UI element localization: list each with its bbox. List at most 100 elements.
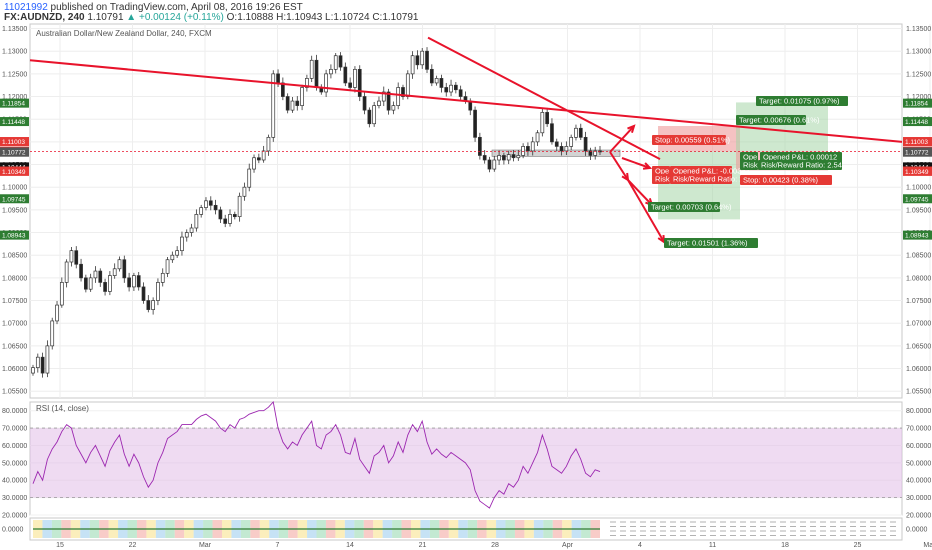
publish-line: 11021992 published on TradingView.com, A…: [4, 2, 303, 13]
candle-body: [449, 84, 453, 93]
projection-arrow: [627, 179, 665, 243]
candle-body: [559, 146, 564, 152]
candle-body: [40, 356, 45, 374]
stop-label-2: Stop: 0.00423 (0.38%): [743, 176, 819, 185]
candle-body: [74, 250, 79, 265]
chart-title: Australian Dollar/New Zealand Dollar, 24…: [36, 29, 212, 38]
drawings[interactable]: [29, 36, 903, 244]
chart-header: 11021992 published on TradingView.com, A…: [0, 0, 932, 23]
price-badge: 1.11003: [905, 139, 928, 146]
mini-indicator: [33, 520, 898, 538]
candle-body: [252, 157, 256, 170]
y-tick-left: 1.13000: [2, 49, 27, 56]
candle-body: [69, 250, 74, 263]
y-tick-right: 1.10000: [906, 185, 931, 192]
candle-body: [521, 146, 525, 156]
rsi-tick-left: 80.0000: [2, 408, 27, 415]
price-badge: 1.10349: [905, 169, 929, 176]
candle-body: [276, 73, 280, 84]
candle-body: [338, 55, 343, 68]
candle-body: [381, 91, 386, 102]
x-tick: 21: [419, 542, 427, 549]
candle-body: [593, 150, 598, 156]
candle-body: [295, 100, 300, 106]
y-tick-right: 1.12500: [906, 71, 931, 78]
target-label-2-bg: [664, 238, 758, 248]
rsi-tick-right: 50.0000: [906, 460, 931, 467]
candle-body: [415, 55, 420, 66]
candle-body: [526, 146, 530, 152]
rsi-tick-right: 70.0000: [906, 426, 931, 433]
rsi-tick-left: 50.0000: [2, 460, 27, 467]
candle-body: [122, 259, 127, 279]
candle-body: [50, 320, 55, 347]
candle-body: [59, 282, 64, 306]
price-badge: 1.11854: [2, 101, 25, 108]
candle-body: [132, 275, 136, 288]
price-badge: 1.08943: [2, 233, 26, 240]
y-tick-right: 1.07000: [906, 321, 931, 328]
candle-body: [329, 68, 333, 75]
price-badge-bg: [0, 147, 29, 157]
symbol-line: FX:AUDNZD, 240 1.10791 ▲ +0.00124 (+0.11…: [4, 12, 418, 23]
candle-body: [184, 232, 189, 238]
candle-body: [487, 159, 492, 170]
candle-body: [516, 155, 521, 159]
rsi-polyline: [32, 401, 601, 509]
candle-body: [45, 345, 50, 374]
y-tick-left: 1.07000: [2, 321, 27, 328]
x-tick: Apr: [562, 542, 574, 549]
pnl-label-2-clip-bg: [740, 152, 758, 162]
candle-body: [540, 112, 545, 134]
price-badge: 1.11854: [905, 101, 928, 108]
price-badge-bg: [903, 137, 932, 147]
target-label-3-bg: [756, 96, 848, 106]
candle-body: [458, 89, 463, 97]
rsi-tick-right: 80.0000: [906, 408, 931, 415]
y-tick-right: 1.06000: [906, 366, 931, 373]
price-badge-bg: [903, 147, 932, 157]
rsi-tick-left: 40.0000: [2, 478, 27, 485]
rr-label-clip-bg: [652, 174, 670, 184]
price-badge-bg: [0, 166, 29, 176]
candle-body: [348, 82, 352, 88]
candle-body: [405, 73, 410, 97]
candle-body: [175, 250, 180, 256]
arrow-head: [627, 124, 636, 133]
candle-body: [324, 73, 328, 93]
target-label-2: Target: 0.01501 (1.36%): [667, 239, 748, 248]
rsi-tick-left: 20.0000: [2, 513, 27, 520]
candle-body: [401, 87, 405, 97]
candle-body: [55, 304, 59, 322]
candle-body: [242, 186, 247, 197]
candle-body: [554, 141, 559, 147]
candle-body: [35, 356, 40, 368]
candle-body: [79, 263, 83, 279]
candle-body: [583, 136, 588, 152]
projection-arrow: [627, 179, 653, 206]
author-link[interactable]: 11021992: [4, 2, 48, 13]
y-tick-right: 1.12000: [906, 94, 931, 101]
candle-body: [444, 87, 449, 93]
candle-body: [429, 68, 434, 84]
candle-body: [290, 100, 295, 111]
candle-body: [165, 259, 170, 274]
candle-body: [285, 96, 290, 111]
candle-body: [237, 195, 242, 218]
candle-body: [204, 200, 208, 208]
ohlc-values: O:1.10888 H:1.10943 L:1.10724 C:1.10791: [226, 12, 419, 23]
rsi-tick-right: 40.0000: [906, 478, 931, 485]
candle-body: [151, 300, 155, 310]
price-badge-bg: [0, 117, 29, 127]
x-tick: 18: [781, 542, 789, 549]
y-tick-right: 1.13000: [906, 49, 931, 56]
candle-body: [136, 275, 141, 288]
candle-body: [473, 109, 477, 138]
projection-arrow: [621, 157, 651, 169]
y-tick-right: 1.05500: [906, 389, 931, 396]
y-tick-left: 1.08000: [2, 275, 27, 282]
candle-body: [88, 277, 93, 290]
x-tick: 14: [346, 542, 354, 549]
y-tick-left: 1.08500: [2, 253, 27, 260]
